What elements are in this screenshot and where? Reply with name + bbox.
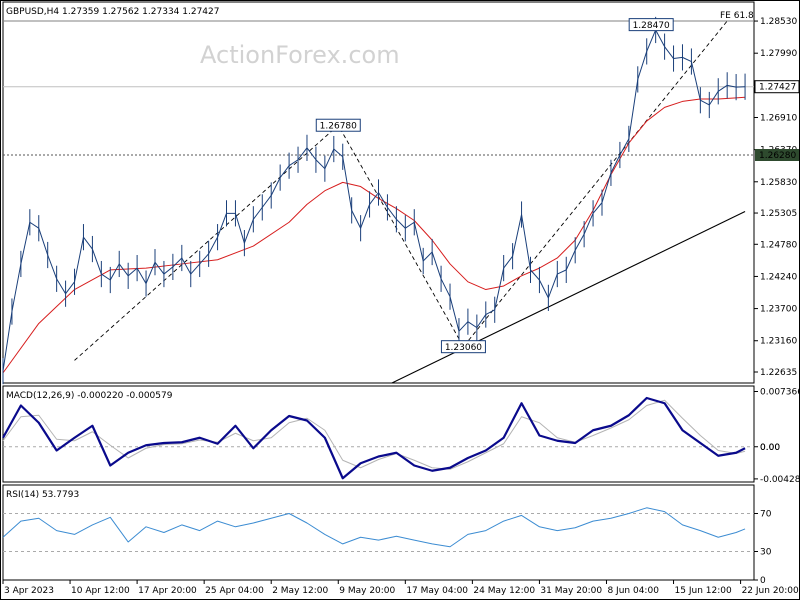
price-annotation: 1.26780 [315, 118, 361, 132]
watermark-text: ActionForex.com [200, 41, 400, 69]
series-line [2, 396, 746, 480]
y-tick-label: 0 [760, 576, 766, 586]
y-tick-label: 1.22635 [760, 368, 797, 378]
y-tick-label: 1.26910 [760, 113, 797, 123]
price-panel: GBPUSD,H4 1.27359 1.27562 1.27334 1.2742… [2, 1, 800, 385]
level-label: 1.26280 [759, 151, 796, 161]
y-tick-label: 0.007366 [760, 388, 800, 398]
trendline [391, 211, 746, 384]
x-tick-label: 10 Apr 12:00 [71, 586, 130, 596]
x-axis: 3 Apr 2023 10 Apr 12:00 17 Apr 20:00 25 Apr… [2, 580, 799, 596]
x-tick-label: 3 Apr 2023 [4, 586, 54, 596]
zero-label: 0.00 [760, 443, 780, 453]
panel-frame [2, 1, 755, 384]
x-tick-label: 24 May 12:00 [473, 586, 535, 596]
x-tick-label: 22 Jun 20:00 [742, 586, 799, 596]
x-tick-label: 17 May 04:00 [406, 586, 468, 596]
x-tick-label: 17 Apr 20:00 [138, 586, 197, 596]
price-annotation: 1.23060 [440, 340, 486, 354]
fe-label: FE 61.8 [720, 11, 754, 21]
x-tick-label: 15 Jun 12:00 [675, 586, 732, 596]
annotation-label: 1.23060 [445, 343, 482, 353]
series-line [2, 507, 746, 548]
series-line [2, 29, 746, 372]
price-annotation: 1.28470 [628, 18, 674, 32]
rsi-panel: RSI(14) 53.7793 70 30 0 [2, 484, 772, 586]
annotation-label: 1.28470 [633, 21, 670, 31]
y-tick-label: -0.004286 [760, 475, 800, 485]
y-tick-label: 70 [760, 510, 772, 520]
macd-panel: MACD(12,26,9) -0.000220 -0.000579 0.00736… [2, 385, 800, 485]
x-tick-label: 8 Jun 04:00 [607, 586, 659, 596]
y-tick-label: 0.00 [760, 443, 780, 453]
annotation-box [628, 18, 674, 32]
annotation-label: 1.26780 [320, 122, 357, 132]
x-tick-label: 9 May 20:00 [339, 586, 395, 596]
series-line [2, 399, 746, 470]
y-tick-label: 1.23700 [760, 305, 797, 315]
panel-frame [2, 385, 755, 483]
y-tick-label: 1.25305 [760, 209, 797, 219]
projection-line [74, 20, 728, 361]
panel-title: RSI(14) 53.7793 [6, 490, 79, 500]
annotation-box [440, 340, 486, 354]
y-tick-label: 1.27990 [760, 49, 797, 59]
y-tick-label: 1.24240 [760, 272, 797, 282]
y-tick-label: 1.25830 [760, 178, 797, 188]
panel-title: GBPUSD,H4 1.27359 1.27562 1.27334 1.2742… [6, 7, 219, 17]
y-tick-label: 1.24780 [760, 240, 797, 250]
x-tick-label: 25 Apr 04:00 [205, 586, 264, 596]
panel-title: MACD(12,26,9) -0.000220 -0.000579 [6, 391, 173, 401]
current-price-label: 1.27427 [759, 83, 796, 93]
panel-frame [2, 484, 755, 581]
y-tick-label: 1.23160 [760, 337, 797, 347]
series-line [2, 96, 746, 374]
x-tick-label: 31 May 20:00 [540, 586, 602, 596]
annotation-box [315, 118, 361, 132]
y-tick-label: 30 [760, 548, 772, 558]
level-tag [755, 148, 799, 161]
y-tick-label: 1.28530 [760, 17, 797, 27]
x-tick-label: 2 May 12:00 [272, 586, 328, 596]
